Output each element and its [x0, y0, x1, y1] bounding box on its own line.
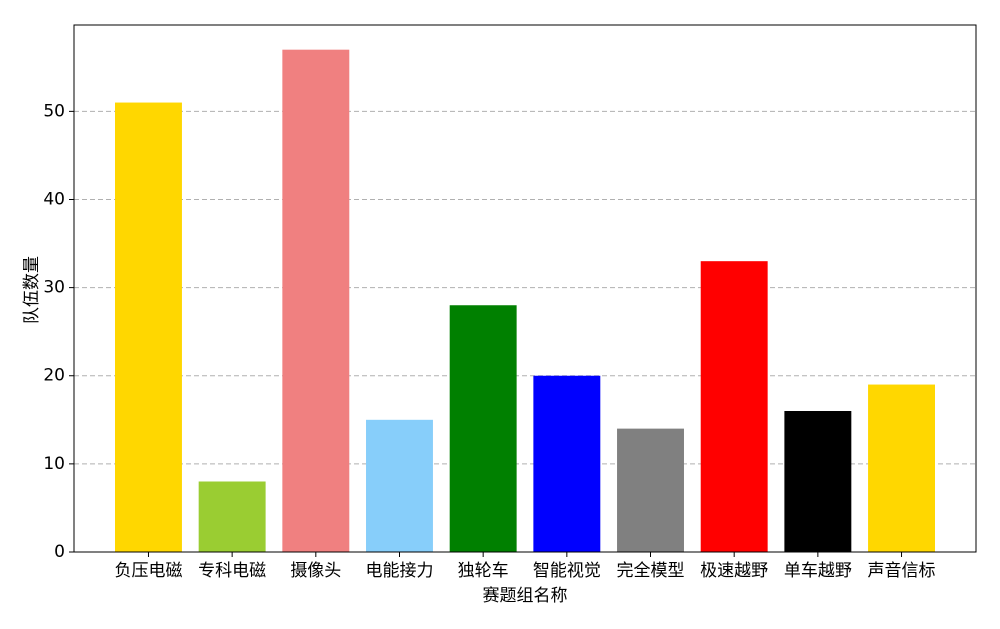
y-tick-label: 40	[43, 189, 65, 209]
y-tick-label: 50	[43, 101, 65, 121]
y-axis-label: 队伍数量	[22, 256, 42, 324]
x-axis-label: 赛题组名称	[483, 585, 568, 606]
x-tick-label: 专科电磁	[198, 561, 266, 581]
bar	[115, 102, 182, 552]
y-tick-label: 10	[43, 454, 65, 474]
bar	[198, 481, 266, 552]
x-tick-label: 智能视觉	[533, 561, 601, 581]
bar	[533, 375, 601, 552]
bar	[868, 384, 935, 552]
x-tick-label: 电能接力	[365, 561, 433, 581]
x-tick-label: 极速越野	[700, 561, 768, 581]
bar	[784, 410, 852, 552]
x-tick-label: 独轮车	[458, 561, 509, 581]
x-tick-label: 完全模型	[617, 561, 685, 581]
bar	[282, 49, 350, 552]
plot-frame	[73, 24, 977, 553]
bar	[449, 305, 517, 552]
x-tick-label: 单车越野	[784, 561, 852, 581]
x-tick-label: 声音信标	[868, 561, 936, 581]
y-tick-label: 30	[43, 278, 65, 298]
bar	[700, 261, 768, 552]
y-tick-label: 20	[43, 366, 65, 386]
bar	[366, 419, 433, 552]
bar	[617, 428, 684, 552]
x-tick-label: 摄像头	[290, 561, 341, 581]
x-tick-label: 负压电磁	[114, 561, 182, 581]
y-tick-label: 0	[54, 542, 65, 562]
